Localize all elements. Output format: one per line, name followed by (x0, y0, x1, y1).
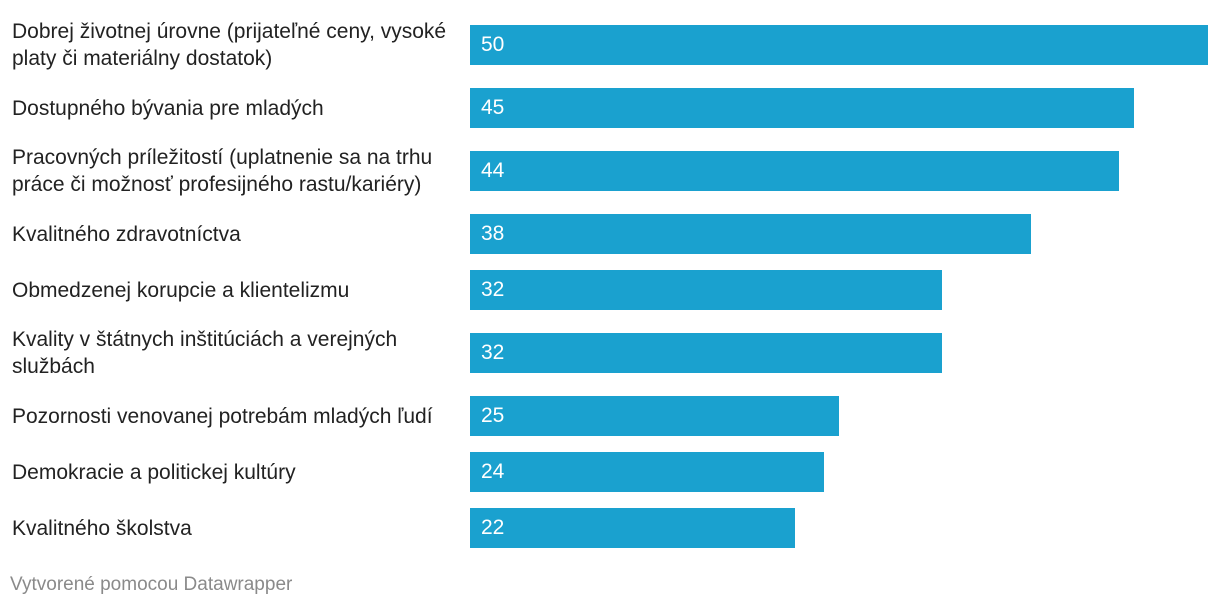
category-label: Demokracie a politickej kultúry (12, 460, 296, 484)
bar-chart: Dobrej životnej úrovne (prijateľné ceny,… (0, 18, 1220, 548)
bar-row: Pozornosti venovanej potrebám mladých ľu… (0, 396, 1220, 436)
bar: 50 (470, 25, 1208, 65)
bar: 24 (470, 452, 825, 492)
bar-row: Pracovných príležitostí (uplatnenie sa n… (0, 144, 1220, 198)
category-label: Dobrej životnej úrovne (prijateľné ceny,… (12, 20, 447, 70)
bar-value-label: 45 (481, 96, 505, 119)
bar-row: Obmedzenej korupcie a klientelizmu 32 (0, 270, 1220, 310)
category-label: Kvality v štátnych inštitúciách a verejn… (12, 328, 398, 378)
bar-row: Dostupného bývania pre mladých 45 (0, 88, 1220, 128)
bar-row: Dobrej životnej úrovne (prijateľné ceny,… (0, 18, 1220, 72)
bar: 32 (470, 333, 943, 373)
bar: 45 (470, 88, 1135, 128)
bar-row: Kvalitného školstva 22 (0, 508, 1220, 548)
bar-value-label: 32 (481, 278, 505, 301)
bar-value-label: 32 (481, 341, 505, 364)
category-label: Pracovných príležitostí (uplatnenie sa n… (12, 146, 433, 196)
bar-row: Kvalitného zdravotníctva 38 (0, 214, 1220, 254)
category-label: Dostupného bývania pre mladých (12, 96, 324, 120)
bar-value-label: 44 (481, 159, 505, 182)
bar-value-label: 38 (481, 222, 505, 245)
bar-row: Kvality v štátnych inštitúciách a verejn… (0, 326, 1220, 380)
bar-value-label: 25 (481, 404, 505, 427)
bar-value-label: 50 (481, 33, 505, 56)
bar-value-label: 22 (481, 516, 505, 539)
category-label: Obmedzenej korupcie a klientelizmu (12, 278, 350, 302)
bar: 38 (470, 214, 1031, 254)
bar: 25 (470, 396, 839, 436)
bar: 22 (470, 508, 795, 548)
bar-value-label: 24 (481, 460, 505, 483)
category-label: Pozornosti venovanej potrebám mladých ľu… (12, 404, 433, 428)
category-label: Kvalitného školstva (12, 516, 192, 540)
bar: 44 (470, 151, 1120, 191)
bar: 32 (470, 270, 943, 310)
category-label: Kvalitného zdravotníctva (12, 222, 241, 246)
credit-text[interactable]: Vytvorené pomocou Datawrapper (10, 574, 293, 595)
bar-row: Demokracie a politickej kultúry 24 (0, 452, 1220, 492)
